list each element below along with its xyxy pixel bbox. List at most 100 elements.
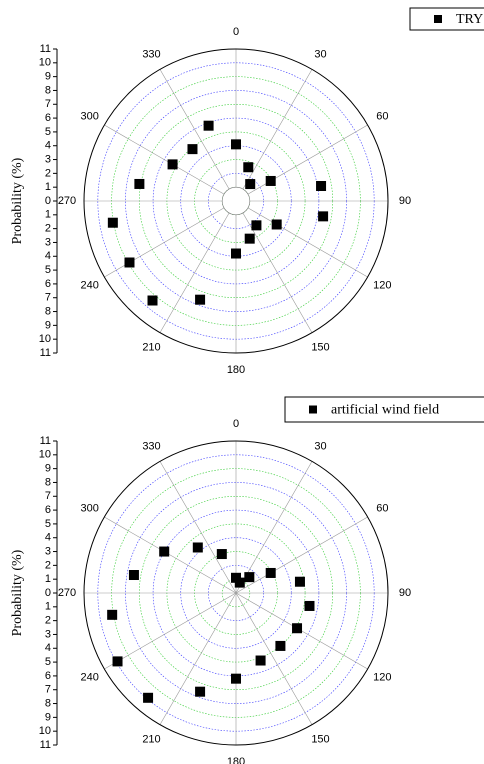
inner-circle <box>221 186 251 216</box>
angle-label: 240 <box>80 671 98 683</box>
radial-tick-label: 4 <box>45 140 51 152</box>
angle-label: 90 <box>399 587 411 599</box>
angle-label: 270 <box>58 587 76 599</box>
y-axis-label: Probability (%) <box>10 157 25 244</box>
grid-spoke <box>159 461 237 594</box>
point <box>167 159 178 170</box>
point <box>231 248 241 259</box>
legend-label: TRY <box>456 12 483 27</box>
grid-spoke <box>159 212 230 333</box>
point <box>316 181 327 192</box>
radial-tick-label: 3 <box>45 153 51 165</box>
angle-label: 150 <box>311 341 329 353</box>
radial-tick-label: 4 <box>45 642 51 654</box>
y-axis-label: Probability (%) <box>10 549 25 636</box>
radial-tick-label: 4 <box>45 250 51 262</box>
radial-tick-label: 6 <box>45 670 51 682</box>
point <box>187 144 198 155</box>
radial-tick-label: 8 <box>45 305 51 317</box>
angle-label: 330 <box>142 441 160 453</box>
radial-tick-label: 2 <box>45 615 51 627</box>
radial-tick-label: 6 <box>45 504 51 516</box>
radial-tick-label: 1 <box>45 601 51 613</box>
angle-label: 90 <box>399 195 411 207</box>
radial-tick-label: 8 <box>45 476 51 488</box>
point <box>195 686 206 697</box>
angle-label: 60 <box>376 502 388 514</box>
grid-spoke <box>104 516 237 594</box>
radial-tick-label: 11 <box>40 347 51 359</box>
grid-spoke <box>104 207 225 278</box>
point <box>203 120 214 131</box>
radial-tick-label: 11 <box>40 435 51 447</box>
angle-label: 150 <box>311 733 329 745</box>
point <box>234 577 245 588</box>
point <box>255 655 266 666</box>
radial-tick-label: 2 <box>45 559 51 571</box>
point <box>304 600 315 611</box>
point <box>292 623 303 634</box>
radial-tick-label: 1 <box>45 181 51 193</box>
angle-label: 270 <box>58 195 76 207</box>
radial-tick-label: 1 <box>45 209 51 221</box>
point <box>294 576 305 587</box>
radial-tick-label: 10 <box>39 57 51 69</box>
grid-spoke <box>104 592 237 670</box>
radial-tick-label: 7 <box>45 98 51 110</box>
angle-label: 300 <box>80 502 98 514</box>
point <box>318 211 329 222</box>
grid-spoke <box>159 592 237 725</box>
point <box>134 178 145 189</box>
point <box>244 233 255 244</box>
grid-spoke <box>235 461 313 594</box>
radial-tick-label: 2 <box>45 167 51 179</box>
angle-label: 0 <box>233 418 239 430</box>
radial-tick-label: 5 <box>45 264 51 276</box>
point <box>159 546 170 557</box>
point <box>231 139 241 150</box>
point <box>243 162 254 173</box>
radial-tick-label: 10 <box>39 725 51 737</box>
radial-tick-label: 6 <box>45 278 51 290</box>
point <box>245 179 256 190</box>
outer-circle <box>83 440 389 746</box>
grid-spoke <box>104 124 225 195</box>
radial-tick-label: 11 <box>40 43 51 55</box>
point <box>107 217 118 228</box>
point <box>112 656 123 667</box>
angle-label: 30 <box>314 441 326 453</box>
angle-label: 60 <box>376 110 388 122</box>
radial-tick-label: 0 <box>45 195 51 207</box>
radial-tick-label: 10 <box>39 333 51 345</box>
legend-label: artificial wind field <box>331 403 439 418</box>
grid-spoke <box>242 212 313 333</box>
grid-spoke <box>242 69 313 190</box>
radial-tick-label: 5 <box>45 656 51 668</box>
polar-chart: 0306090120150180210240270300330011223344… <box>10 7 484 376</box>
grid-spoke <box>247 207 368 278</box>
angle-label: 210 <box>142 341 160 353</box>
radial-tick-label: 11 <box>40 739 51 751</box>
radial-tick-label: 7 <box>45 490 51 502</box>
radial-tick-label: 9 <box>45 463 51 475</box>
angle-label: 180 <box>227 756 245 764</box>
radial-tick-label: 3 <box>45 236 51 248</box>
point <box>265 567 276 578</box>
legend-box <box>284 396 484 423</box>
point <box>216 549 227 560</box>
grid-spoke <box>235 516 368 594</box>
angle-label: 210 <box>142 733 160 745</box>
angle-label: 0 <box>233 26 239 38</box>
point <box>251 220 262 231</box>
point <box>107 609 118 620</box>
radial-tick-label: 5 <box>45 126 51 138</box>
point <box>147 295 158 306</box>
point <box>265 175 276 186</box>
point <box>143 692 154 703</box>
polar-chart: 0306090120150180210240270300330011223344… <box>10 396 484 764</box>
radial-tick-label: 3 <box>45 628 51 640</box>
radial-tick-label: 7 <box>45 684 51 696</box>
angle-label: 180 <box>227 364 245 376</box>
angle-label: 240 <box>80 279 98 291</box>
